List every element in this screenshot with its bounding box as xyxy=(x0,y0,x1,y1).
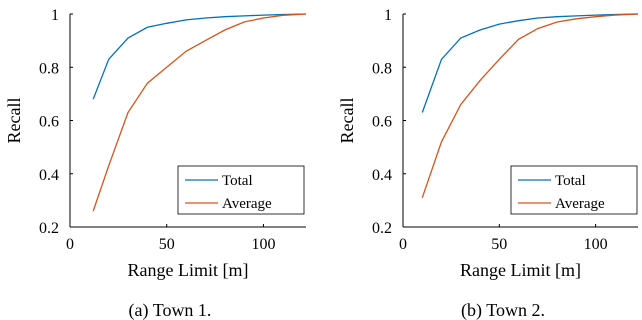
legend-label-average: Average xyxy=(555,196,605,212)
y-tick-label: 0.8 xyxy=(39,60,59,77)
panel-caption: (a) Town 1. xyxy=(129,300,212,320)
x-axis-label: Range Limit [m] xyxy=(460,260,581,280)
legend-label-average: Average xyxy=(222,196,272,212)
legend: Total Average xyxy=(177,165,305,215)
x-tick-label: 100 xyxy=(584,236,608,253)
panel-caption: (b) Town 2. xyxy=(461,300,545,320)
series-line-total xyxy=(92,13,307,100)
series-line-total xyxy=(421,13,639,113)
chart-panel-2: 0 50 100 0.2 0.4 0.6 0.8 1 Range Limit [m] Recall… xyxy=(337,7,639,320)
legend-label-total: Total xyxy=(222,173,253,189)
chart-panel-1: 0 50 100 0.2 0.4 0.6 0.8 1 Range Limit [m] Recall… xyxy=(4,7,307,320)
y-tick-label: 1 xyxy=(51,7,59,24)
y-tick-label: 0.4 xyxy=(372,167,392,184)
legend-box xyxy=(510,165,638,215)
y-tick-label: 0.6 xyxy=(39,114,59,131)
y-axis-label: Recall xyxy=(4,98,24,144)
legend-box xyxy=(177,165,305,215)
x-tick-label: 100 xyxy=(251,236,275,253)
y-axis-label: Recall xyxy=(337,98,357,144)
x-tick-label: 0 xyxy=(399,236,407,253)
y-tick-label: 1 xyxy=(384,7,392,24)
legend-label-total: Total xyxy=(555,173,586,189)
y-tick-label: 0.4 xyxy=(39,167,59,184)
x-tick-label: 50 xyxy=(159,236,175,253)
y-tick-label: 0.2 xyxy=(39,220,59,237)
series-line-average xyxy=(421,13,639,198)
x-tick-label: 0 xyxy=(66,236,74,253)
y-tick-label: 0.6 xyxy=(372,114,392,131)
legend: Total Average xyxy=(510,165,638,215)
y-tick-label: 0.2 xyxy=(372,220,392,237)
series-line-average xyxy=(92,13,307,212)
x-axis-label: Range Limit [m] xyxy=(128,260,249,280)
x-tick-label: 50 xyxy=(491,236,507,253)
y-tick-label: 0.8 xyxy=(372,60,392,77)
